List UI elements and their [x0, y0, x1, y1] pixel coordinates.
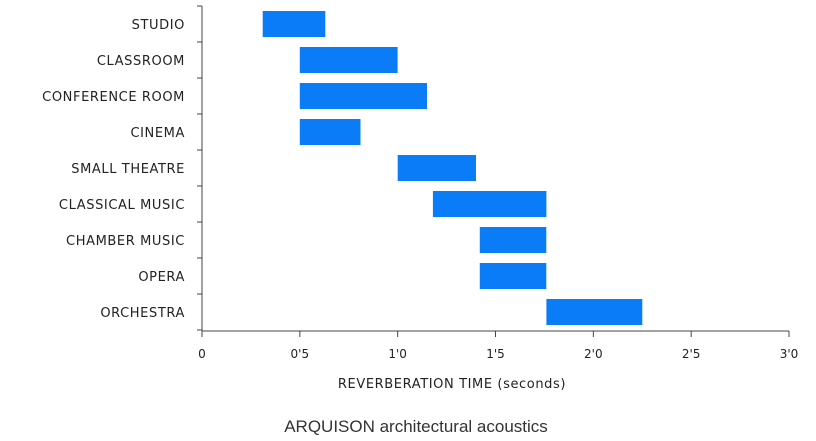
category-label-orchestra: ORCHESTRA: [100, 306, 185, 321]
y-axis: [197, 5, 203, 331]
bars: [262, 11, 643, 325]
x-tick-label: 0'5: [291, 347, 310, 361]
category-label-opera: OPERA: [138, 270, 185, 285]
bar-classroom: [299, 47, 398, 73]
category-label-cinema: CINEMA: [130, 126, 185, 141]
chart-caption: ARQUISON architectural acoustics: [284, 417, 548, 436]
bar-classical-music: [432, 191, 547, 217]
category-label-classical-music: CLASSICAL MUSIC: [59, 198, 185, 213]
x-axis: 0 0'5 1'0 1'5 2'0 2'5 3'0: [198, 330, 799, 361]
x-tick-label: 2'0: [584, 347, 603, 361]
bar-conference-room: [299, 83, 427, 109]
category-label-studio: STUDIO: [132, 18, 185, 33]
bar-studio: [262, 11, 326, 37]
category-label-conference-room: CONFERENCE ROOM: [42, 90, 185, 105]
bar-orchestra: [546, 299, 643, 325]
x-tick-label: 3'0: [780, 347, 799, 361]
bar-chamber-music: [479, 227, 547, 253]
category-labels: STUDIO CLASSROOM CONFERENCE ROOM CINEMA SMAL…: [42, 18, 185, 321]
bar-cinema: [299, 119, 361, 145]
x-axis-title: REVERBERATION TIME (seconds): [338, 377, 566, 392]
x-tick-label: 0: [198, 347, 206, 361]
x-tick-label: 1'5: [486, 347, 505, 361]
category-label-chamber-music: CHAMBER MUSIC: [66, 234, 185, 249]
bar-opera: [479, 263, 547, 289]
x-tick-label: 1'0: [388, 347, 407, 361]
bar-small-theatre: [397, 155, 476, 181]
category-label-classroom: CLASSROOM: [97, 54, 185, 69]
category-label-small-theatre: SMALL THEATRE: [71, 162, 185, 177]
x-tick-label: 2'5: [682, 347, 701, 361]
